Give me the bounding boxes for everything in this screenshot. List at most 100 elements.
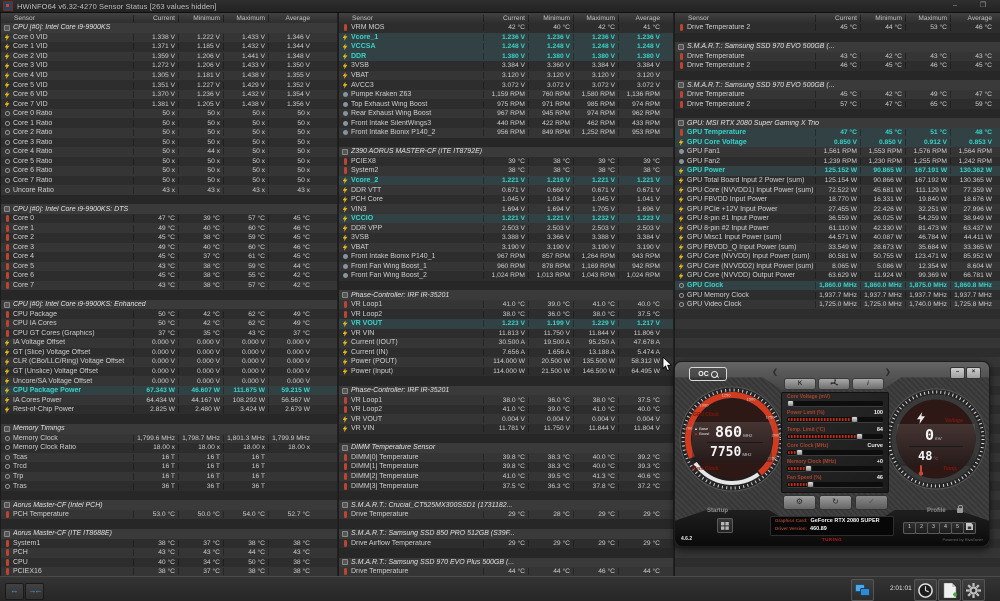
apply-button[interactable]: ✓ — [855, 495, 888, 510]
slider-track[interactable] — [786, 400, 883, 407]
column-header[interactable]: Average — [618, 14, 663, 22]
sensor-row[interactable]: Drive Temperature 45 °C 42 °C 49 °C 47 °C — [675, 89, 1000, 100]
expand-columns-button[interactable]: ↔ — [5, 583, 24, 600]
sensor-row[interactable]: VR VIN 11.781 V 11.750 V 11.844 V 11.804 V — [339, 423, 673, 434]
sensor-row[interactable]: AVCC3 3.072 V 3.072 V 3.072 V 3.072 V — [339, 80, 673, 90]
startup-toggle-button[interactable] — [717, 518, 733, 533]
maximize-button[interactable]: ❒ — [979, 2, 987, 9]
sensor-row[interactable]: Core 7 43 °C 38 °C 57 °C 42 °C — [1, 280, 337, 291]
sensor-row[interactable]: Rear Exhaust Wing Boost 967 RPM 945 RPM 974… — [339, 108, 673, 119]
sensor-row[interactable]: GPU Fan2 1,239 RPM 1,230 RPM 1,255 RPM 1,242… — [675, 156, 1000, 167]
sensor-row[interactable]: GPU Memory Clock 1,937.7 MHz 1,937.7 MHz 1,… — [675, 290, 1000, 300]
sensor-row[interactable]: CPU Package 50 °C 42 °C 62 °C 49 °C — [1, 309, 337, 319]
sensor-row[interactable]: Uncore Ratio 43 x 43 x 43 x 43 x — [1, 185, 337, 195]
sensor-row[interactable]: Vcore_1 1.236 V 1.236 V 1.236 V 1.236 V — [339, 32, 673, 43]
sensor-row[interactable]: GPU FBVDD Input Power 18.770 W 16.331 W 19.… — [675, 194, 1000, 205]
sensor-row[interactable]: GPU FBVDD_Q Input Power (sum) 33.549 W 28.… — [675, 242, 1000, 253]
sensor-row[interactable]: Core 7 Ratio 50 x 50 x 50 x 50 x — [1, 175, 337, 186]
sensor-row[interactable]: Core 4 VID 1.305 V 1.181 V 1.438 V 1.355 V — [1, 70, 337, 81]
sensor-row[interactable]: Core 3 49 °C 40 °C 60 °C 46 °C — [1, 242, 337, 253]
sensor-row[interactable]: Core 3 VID 1.272 V 1.206 V 1.433 V 1.350 V — [1, 61, 337, 71]
sensor-row[interactable]: VR Loop1 41.0 °C 39.0 °C 41.0 °C 40.0 °C — [339, 299, 673, 310]
slider-track[interactable] — [787, 481, 883, 489]
section-header-row[interactable]: S.M.A.R.T.: Crucial_CT525MX300SSD1 (1731… — [339, 500, 673, 510]
sensor-row[interactable]: Core 5 43 °C 38 °C 59 °C 44 °C — [1, 261, 337, 272]
column-header[interactable]: Minimum — [528, 14, 573, 22]
sensor-row[interactable]: Core 2 45 °C 38 °C 59 °C 45 °C — [1, 233, 337, 243]
afterburner-minimize-button[interactable]: – — [950, 367, 965, 379]
section-header-row[interactable]: S.M.A.R.T.: Samsung SSD 970 EVO 500GB (.… — [675, 80, 1000, 90]
collapse-columns-button[interactable]: →← — [25, 583, 44, 600]
slider-thumb[interactable] — [796, 448, 804, 456]
section-header-row[interactable]: S.M.A.R.T.: Samsung SSD 970 EVO Plus 500… — [339, 557, 673, 568]
sensor-row[interactable]: Core 5 VID 1.351 V 1.227 V 1.429 V 1.352 V — [1, 80, 337, 90]
column-header[interactable]: Maximum — [573, 14, 618, 22]
sensor-row[interactable]: VR Loop2 38.0 °C 36.0 °C 38.0 °C 37.5 °C — [339, 309, 673, 319]
slider-thumb[interactable] — [805, 465, 813, 473]
column-header[interactable]: Sensor — [688, 14, 709, 22]
oc-scanner-button[interactable]: OC — [689, 367, 727, 381]
sensor-row[interactable]: Vcore_2 1.221 V 1.210 V 1.221 V 1.221 V — [339, 175, 673, 186]
sensor-row[interactable]: Memory Clock 1,799.6 MHz 1,798.7 MHz 1,801.… — [1, 433, 337, 444]
sensor-row[interactable]: GPU Clock 1,860.0 MHz 1,860.0 MHz 1,875.0 M… — [675, 280, 1000, 291]
section-header-row[interactable]: CPU [#0]: Intel Core i9-9900KS: DTS — [1, 204, 337, 214]
sensor-row[interactable]: CPU Package Power 67.343 W 46.607 W 111.675… — [1, 385, 337, 396]
sensor-row[interactable]: Core 5 Ratio 50 x 50 x 50 x 50 x — [1, 156, 337, 167]
sensor-row[interactable]: Power (POUT) 114.000 W 20.500 W 135.500 W 58… — [339, 357, 673, 367]
column-header[interactable]: Maximum — [905, 14, 950, 22]
sensor-row[interactable]: CLR (CBo/LLC/Ring) Voltage Offset 0.000 V… — [1, 357, 337, 367]
column-header[interactable]: Minimum — [178, 14, 223, 22]
column-header[interactable]: Average — [950, 14, 995, 22]
section-header-row[interactable]: Aorus Master-CF (ITE IT8688E) — [1, 528, 337, 539]
sensor-row[interactable]: Trcd 16 T 16 T 16 T — [1, 462, 337, 472]
sensor-row[interactable]: System1 38 °C 37 °C 38 °C 38 °C — [1, 538, 337, 549]
slider-thumb[interactable] — [807, 481, 815, 489]
slider-track[interactable] — [787, 448, 883, 456]
sensor-row[interactable]: Trp 16 T 16 T 16 T — [1, 471, 337, 482]
column-header[interactable]: Current — [483, 14, 528, 22]
sensor-row[interactable]: GPU Video Clock 1,725.0 MHz 1,725.0 MHz 1,7… — [675, 299, 1000, 310]
sensor-row[interactable]: Core 4 45 °C 37 °C 61 °C 45 °C — [1, 252, 337, 262]
sensor-row[interactable]: PCH Core 1.045 V 1.034 V 1.045 V 1.041 V — [339, 194, 673, 205]
sensor-row[interactable]: CPU 40 °C 34 °C 50 °C 38 °C — [1, 557, 337, 568]
minimize-button[interactable]: – — [953, 2, 957, 9]
sensor-row[interactable]: Top Exhaust Wing Boost 975 RPM 971 RPM 985 … — [339, 99, 673, 109]
sensor-row[interactable]: Core 0 VID 1.338 V 1.222 V 1.433 V 1.346 V — [1, 32, 337, 43]
sensor-row[interactable]: CPU IA Cores 50 °C 42 °C 62 °C 49 °C — [1, 318, 337, 329]
sensor-row[interactable]: GPU PCIe +12V Input Power 27.455 W 22.426 … — [675, 204, 1000, 214]
sensor-row[interactable]: Drive Temperature 2 46 °C 45 °C 46 °C 45 °C — [675, 61, 1000, 71]
column-header[interactable]: Current — [815, 14, 860, 22]
sensor-row[interactable]: VR VIN 11.813 V 11.750 V 11.844 V 11.806 V — [339, 328, 673, 339]
section-header-row[interactable]: S.M.A.R.T.: Samsung SSD 970 EVO 500GB (.… — [675, 42, 1000, 52]
sensor-row[interactable]: DIMM[0] Temperature 39.8 °C 38.3 °C 40.0 °C… — [339, 452, 673, 463]
sensor-row[interactable]: VR VOUT 0.004 V 0.004 V 0.004 V 0.004 V — [339, 414, 673, 424]
sensor-row[interactable]: System2 38 °C 38 °C 38 °C 38 °C — [339, 166, 673, 176]
sensor-row[interactable]: Core 2 VID 1.359 V 1.206 V 1.441 V 1.348 V — [1, 51, 337, 62]
sensor-row[interactable]: Current (IN) 7.656 A 1.656 A 13.188 A 5.474 … — [339, 347, 673, 358]
sensor-row[interactable]: 3VSB 3.384 V 3.360 V 3.384 V 3.384 V — [339, 61, 673, 71]
sensor-row[interactable]: Core 6 Ratio 50 x 50 x 50 x 50 x — [1, 166, 337, 176]
info-button[interactable]: i — [852, 378, 884, 390]
sensor-row[interactable]: Core 1 VID 1.371 V 1.185 V 1.432 V 1.344 V — [1, 42, 337, 52]
sensor-row[interactable]: VR Loop1 38.0 °C 36.0 °C 38.0 °C 37.5 °C — [339, 395, 673, 405]
sensor-row[interactable]: Drive Temperature 44 °C 44 °C 46 °C 44 °C — [339, 567, 673, 577]
sensor-row[interactable]: 3VSB 3.388 V 3.366 V 3.388 V 3.384 V — [339, 233, 673, 243]
sensor-row[interactable]: GPU 8-pin #2 Input Power 61.110 W 42.330 W… — [675, 223, 1000, 234]
remote-monitoring-button[interactable] — [851, 579, 874, 601]
sensor-row[interactable]: GPU Total Board Input 2 Power (sum) 125.1… — [675, 175, 1000, 186]
sensor-row[interactable]: Core 2 Ratio 50 x 50 x 50 x 50 x — [1, 128, 337, 138]
slider-thumb[interactable] — [786, 400, 794, 407]
slider-track[interactable] — [787, 432, 883, 440]
section-header-row[interactable]: Phase-Controller: IRF IR-35201 — [339, 385, 673, 396]
sensor-row[interactable]: IA Voltage Offset 0.000 V 0.000 V 0.000 V 0.… — [1, 338, 337, 348]
sensor-row[interactable]: Core 7 VID 1.381 V 1.205 V 1.438 V 1.356 V — [1, 99, 337, 109]
sensor-row[interactable]: GPU Power 125.152 W 90.865 W 167.191 W 130.3… — [675, 166, 1000, 176]
sensor-row[interactable]: Front Intake SilentWings3 440 RPM 422 RPM 4… — [339, 118, 673, 129]
profile-save-button[interactable] — [963, 522, 976, 534]
reset-button[interactable]: ↻ — [819, 495, 852, 510]
fan-control-button[interactable] — [818, 378, 850, 390]
sensor-row[interactable]: Core 4 Ratio 50 x 44 x 50 x 50 x — [1, 147, 337, 157]
